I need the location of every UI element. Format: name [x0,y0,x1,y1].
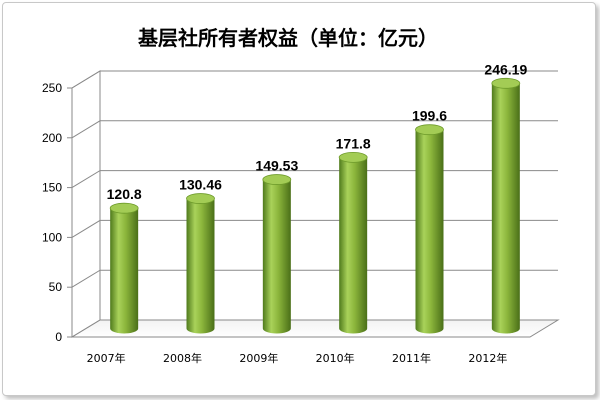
bar-body [491,83,520,334]
gridline [71,170,558,189]
bar [186,193,215,334]
y-tick-label: 0 [55,330,62,344]
floor [70,319,560,338]
bar-body [415,129,444,334]
y-tick-label: 50 [49,280,63,294]
gridline [71,120,558,139]
data-label: 120.8 [107,186,142,202]
x-axis: 2007年 2008年 2009年 2010年 2011年 2012年 [87,351,508,365]
chart-title: 基层社所有者权益（单位：亿元） [138,26,438,50]
bar-body [186,198,215,334]
y-tick-label: 200 [42,131,62,145]
x-tick-label: 2007年 [87,351,126,365]
gridline [71,70,558,89]
data-label: 171.8 [336,135,371,151]
bar-top [186,193,215,204]
data-labels: 120.8 130.46 149.53 171.8 199.6 246.19 [107,61,528,202]
bar-top [338,151,368,163]
gridlines [71,70,558,288]
data-label: 246.19 [484,61,527,77]
bar [415,124,444,334]
x-tick-label: 2012年 [468,351,507,365]
x-tick-label: 2010年 [316,351,355,365]
bar [109,202,139,334]
bar-top [262,174,292,185]
y-tick-label: 250 [42,81,62,95]
bar-body [110,208,139,334]
y-axis: 0 50 100 150 200 250 [42,81,73,344]
plot-walls [70,70,560,338]
x-tick-label: 2009年 [239,351,278,365]
bar-top [491,77,521,89]
gridline [71,269,558,288]
bar [262,174,292,334]
bar-top [415,124,444,136]
bars [109,77,521,334]
x-tick-label: 2008年 [163,351,202,365]
bar [338,151,368,334]
bar-body [339,157,368,334]
bar-top [109,202,139,214]
gridline [71,219,558,238]
data-label: 130.46 [179,177,222,193]
data-label: 199.6 [412,108,447,124]
y-tick-label: 100 [42,230,62,244]
y-tick-label: 150 [42,181,62,195]
x-tick-label: 2011年 [392,351,431,365]
bar-body [262,179,291,334]
data-label: 149.53 [255,158,298,174]
bar [491,77,521,334]
side-wall [71,70,101,338]
